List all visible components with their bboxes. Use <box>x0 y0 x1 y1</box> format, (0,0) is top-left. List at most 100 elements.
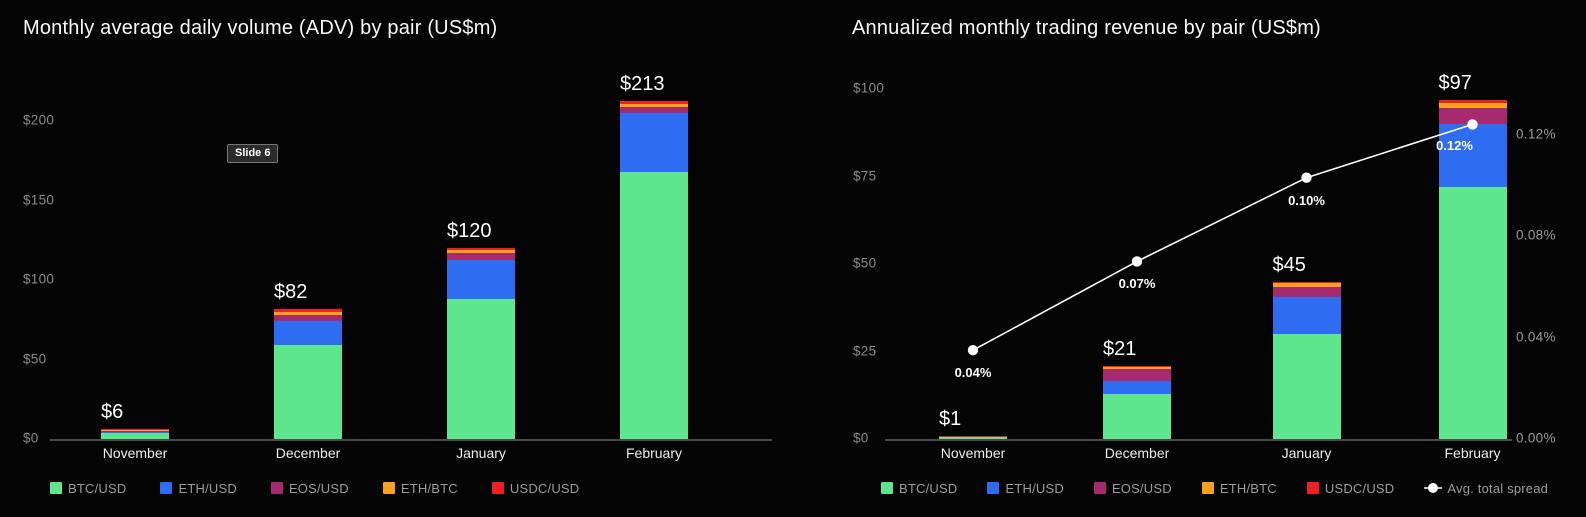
bar-segment-eth-btc-november[interactable] <box>101 430 169 431</box>
spread-line-point[interactable] <box>1467 119 1478 130</box>
bar-segment-btc-usd-february[interactable] <box>620 172 688 439</box>
y-axis-tick-label: $25 <box>853 343 877 358</box>
bar-segment-btc-usd-november[interactable] <box>939 437 1007 439</box>
eth-usd-swatch-icon <box>987 482 1000 494</box>
usdc-usd-swatch-icon <box>491 482 504 494</box>
legend-item-label: USDC/USD <box>509 480 580 496</box>
bar-segment-eos-usd-january[interactable] <box>447 253 515 260</box>
bar-segment-eth-usd-december[interactable] <box>1103 381 1171 394</box>
bar-segment-eth-btc-december[interactable] <box>1103 367 1171 369</box>
bar-total-label: $120 <box>447 220 492 243</box>
revenue-chart-title: Annualized monthly trading revenue by pa… <box>852 17 1321 39</box>
x-axis-category-label: January <box>1281 445 1332 461</box>
y-axis-tick-label: $150 <box>23 192 55 208</box>
adv-chart-legend: BTC/USD ETH/USD EOS/USD ETH/BTC USDC/USD <box>50 476 579 500</box>
legend-item-label: BTC/USD <box>68 480 127 496</box>
bar-segment-eth-usd-january[interactable] <box>1272 297 1341 334</box>
revenue-chart-panel: Annualized monthly trading revenue by pa… <box>793 0 1586 517</box>
bar-segment-usdc-usd-january[interactable] <box>1272 281 1341 284</box>
bar-segment-usdc-usd-november[interactable] <box>939 435 1007 436</box>
bar-segment-eth-btc-january[interactable] <box>447 250 515 254</box>
spread-line-point[interactable] <box>967 345 979 356</box>
y-axis-tick-label: $50 <box>23 351 47 367</box>
legend-item-label: EOS/USD <box>288 480 349 496</box>
bar-segment-eos-usd-december[interactable] <box>274 315 342 322</box>
legend-item-eth-btc[interactable]: ETH/BTC <box>382 481 458 496</box>
y-axis-tick-label: $0 <box>23 430 39 446</box>
bar-segment-btc-usd-november[interactable] <box>101 433 169 439</box>
bar-segment-eth-btc-february[interactable] <box>620 103 688 108</box>
bar-segment-usdc-usd-february[interactable] <box>620 100 688 104</box>
bar-total-label: $213 <box>620 72 665 95</box>
legend-item-eth-usd[interactable]: ETH/USD <box>987 481 1064 496</box>
bar-segment-eth-usd-january[interactable] <box>447 259 515 300</box>
y-axis-tick-label: $100 <box>853 80 885 96</box>
eos-usd-swatch-icon <box>1093 482 1106 494</box>
x-axis-category-label: February <box>625 445 683 461</box>
spread-line-point[interactable] <box>1301 172 1312 183</box>
legend-item-label: BTC/USD <box>899 480 958 496</box>
bar-segment-eos-usd-january[interactable] <box>1272 286 1341 298</box>
legend-item-eos-usd[interactable]: EOS/USD <box>270 480 349 496</box>
x-axis-category-label: December <box>275 445 341 461</box>
bar-segment-btc-usd-january[interactable] <box>1272 334 1341 439</box>
legend-item-eth-usd[interactable]: ETH/USD <box>160 480 237 496</box>
legend-item-btc-usd[interactable]: BTC/USD <box>50 481 126 496</box>
bar-segment-eos-usd-february[interactable] <box>1438 108 1507 124</box>
spread-point-label: 0.04% <box>954 365 992 381</box>
legend-item-eos-usd[interactable]: EOS/USD <box>1093 480 1172 496</box>
revenue-chart-plot: $0 $25 $50 $75 $100 0.00% 0.04% 0.08% 0.12% $1 Nov… <box>793 0 1586 517</box>
right-axis-tick-label: 0.08% <box>1516 227 1556 243</box>
y-axis-tick-label: $100 <box>23 271 55 287</box>
bar-segment-eth-btc-february[interactable] <box>1438 103 1507 109</box>
legend-item-usdc-usd[interactable]: USDC/USD <box>491 480 580 496</box>
x-axis-line <box>885 439 1512 441</box>
adv-chart-panel: Monthly average daily volume (ADV) by pa… <box>23 17 772 500</box>
x-axis-category-label: November <box>102 445 168 461</box>
bar-segment-eth-usd-november[interactable] <box>101 431 169 434</box>
spread-point-label: 0.07% <box>1118 276 1156 292</box>
bar-segment-btc-usd-december[interactable] <box>1103 393 1171 439</box>
bar-segment-usdc-usd-november[interactable] <box>101 429 169 431</box>
eos-usd-swatch-icon <box>270 482 283 494</box>
spread-point-label: 0.12% <box>1436 138 1473 154</box>
spread-line-point[interactable] <box>1131 256 1143 267</box>
revenue-chart-legend: BTC/USD ETH/USD EOS/USD ETH/BTC USDC/USD Avg.… <box>881 476 1548 500</box>
bar-segment-btc-usd-february[interactable] <box>1438 187 1507 439</box>
bar-segment-btc-usd-december[interactable] <box>274 345 342 439</box>
bar-segment-eos-usd-november[interactable] <box>101 430 169 432</box>
y-axis-tick-label: $0 <box>853 430 869 446</box>
legend-item-label: ETH/USD <box>178 480 237 496</box>
legend-item-usdc-usd[interactable]: USDC/USD <box>1306 481 1395 496</box>
bar-segment-eth-btc-december[interactable] <box>274 311 342 316</box>
bar-segment-eth-btc-january[interactable] <box>1272 283 1341 287</box>
spread-point-label: 0.10% <box>1288 192 1325 208</box>
bar-segment-eth-usd-february[interactable] <box>1438 124 1507 187</box>
bar-segment-usdc-usd-december[interactable] <box>1103 365 1171 368</box>
x-axis-category-label: January <box>456 445 506 461</box>
legend-item-label: Avg. total spread <box>1447 480 1549 496</box>
legend-item-avg-total-spread[interactable]: Avg. total spread <box>1424 481 1548 496</box>
bar-segment-eos-usd-december[interactable] <box>1103 369 1171 382</box>
x-axis-category-label: November <box>940 445 1006 461</box>
legend-item-label: ETH/BTC <box>1219 480 1277 496</box>
eth-usd-swatch-icon <box>160 482 173 494</box>
legend-item-btc-usd[interactable]: BTC/USD <box>881 481 957 496</box>
bar-total-label: $97 <box>1438 71 1472 94</box>
legend-item-label: EOS/USD <box>1111 480 1172 496</box>
btc-usd-swatch-icon <box>50 482 62 494</box>
bar-segment-eos-usd-february[interactable] <box>620 107 688 114</box>
slide-number-badge: Slide 6 <box>227 144 279 163</box>
bar-segment-eth-btc-november[interactable] <box>939 435 1007 437</box>
bar-segment-eth-usd-november[interactable] <box>939 436 1007 438</box>
eth-btc-swatch-icon <box>382 482 395 494</box>
bar-segment-usdc-usd-december[interactable] <box>274 308 342 312</box>
bar-segment-usdc-usd-february[interactable] <box>1438 99 1507 103</box>
spread-line-path <box>972 123 1473 351</box>
legend-item-eth-btc[interactable]: ETH/BTC <box>1201 480 1277 496</box>
bar-segment-usdc-usd-january[interactable] <box>447 248 515 251</box>
line-marker-icon <box>1424 483 1443 493</box>
bar-segment-btc-usd-january[interactable] <box>447 299 515 439</box>
bar-segment-eth-usd-february[interactable] <box>620 113 688 173</box>
bar-segment-eth-usd-december[interactable] <box>274 321 342 346</box>
